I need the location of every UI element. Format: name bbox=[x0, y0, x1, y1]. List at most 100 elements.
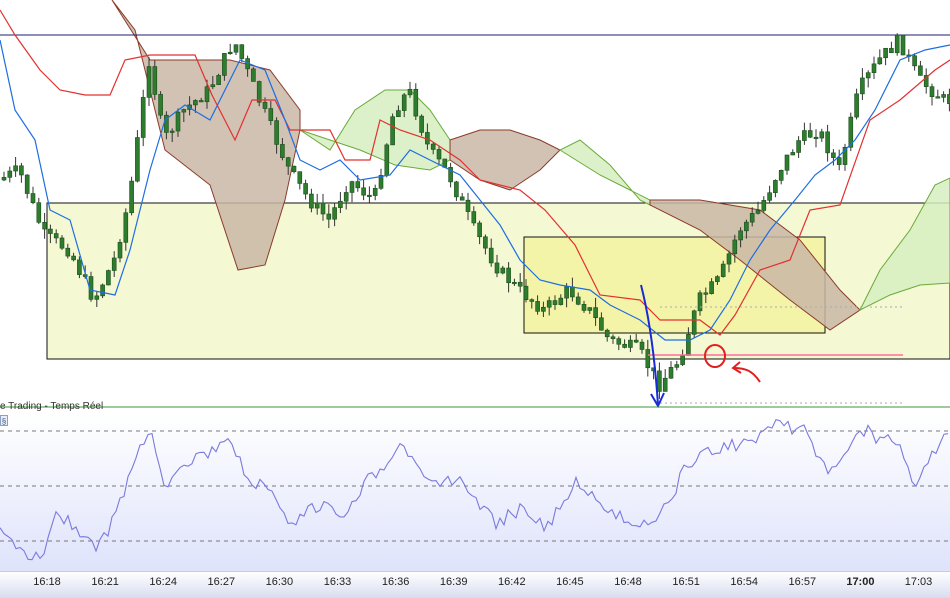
time-tick-label: 16:54 bbox=[730, 576, 758, 588]
candle-body bbox=[715, 276, 720, 282]
candle-body bbox=[326, 213, 332, 220]
candle-body bbox=[842, 146, 848, 165]
candle-body bbox=[71, 255, 76, 261]
candle-body bbox=[94, 295, 100, 300]
candle-body bbox=[726, 253, 732, 265]
candle-body bbox=[767, 192, 772, 201]
candle-body bbox=[848, 116, 854, 148]
candle-body bbox=[923, 75, 929, 87]
price-chart[interactable] bbox=[0, 0, 950, 410]
candle-body bbox=[761, 200, 767, 211]
candle-body bbox=[900, 34, 906, 56]
candle-body bbox=[819, 131, 825, 139]
candle-body bbox=[541, 306, 546, 312]
candle-body bbox=[198, 100, 204, 103]
candle-body bbox=[48, 228, 53, 234]
candle-body bbox=[285, 157, 291, 167]
time-tick-label: 17:03 bbox=[904, 576, 933, 588]
candle-body bbox=[720, 263, 726, 277]
time-tick-label: 16:27 bbox=[207, 576, 236, 588]
candle-body bbox=[732, 239, 738, 255]
oscillator-panel bbox=[0, 414, 950, 571]
candle-body bbox=[610, 336, 616, 339]
candle-body bbox=[894, 34, 900, 54]
blue-arrow-head bbox=[650, 392, 665, 409]
candle-body bbox=[291, 165, 297, 172]
candle-body bbox=[564, 286, 569, 299]
candle-body bbox=[796, 140, 801, 153]
candle-body bbox=[645, 349, 651, 369]
candle-body bbox=[77, 259, 82, 275]
candle-body bbox=[807, 130, 813, 138]
candle-body bbox=[587, 307, 593, 311]
candle-body bbox=[680, 355, 685, 365]
candle-body bbox=[100, 284, 105, 297]
candle-body bbox=[361, 187, 366, 196]
candle-body bbox=[512, 281, 517, 285]
candle-body bbox=[581, 303, 587, 311]
candle-body bbox=[691, 310, 697, 335]
candle-body bbox=[111, 257, 117, 271]
candle-body bbox=[135, 137, 140, 182]
candle-body bbox=[523, 285, 529, 300]
red-arrow bbox=[732, 367, 761, 383]
cloud-bear-2 bbox=[449, 129, 561, 191]
candle-body bbox=[268, 108, 274, 121]
candle-body bbox=[825, 131, 830, 154]
candle-body bbox=[929, 86, 935, 97]
candle-body bbox=[517, 281, 523, 287]
candle-body bbox=[674, 364, 680, 368]
candle-body bbox=[256, 81, 262, 103]
candle-body bbox=[622, 343, 627, 348]
candle-body bbox=[1, 177, 7, 181]
time-tick-label: 16:45 bbox=[556, 576, 584, 588]
candle-body bbox=[251, 68, 256, 82]
candle-body bbox=[558, 297, 564, 305]
candle-body bbox=[227, 51, 233, 55]
candle-body bbox=[703, 292, 709, 295]
candle-body bbox=[13, 165, 18, 172]
candle-body bbox=[454, 181, 459, 198]
time-tick-label: 16:21 bbox=[91, 576, 119, 588]
candle-body bbox=[506, 267, 511, 284]
candle-body bbox=[210, 84, 216, 88]
candle-body bbox=[871, 63, 877, 73]
candle-body bbox=[7, 170, 13, 178]
candle-body bbox=[546, 300, 552, 308]
time-tick-label: 16:57 bbox=[788, 576, 817, 588]
candle-body bbox=[343, 192, 349, 202]
cloud-bear-3 bbox=[649, 199, 861, 331]
candle-body bbox=[686, 334, 691, 356]
candle-body bbox=[668, 367, 674, 379]
candle-body bbox=[778, 169, 784, 181]
candle-body bbox=[494, 262, 500, 274]
candle-body bbox=[175, 111, 181, 132]
candle-body bbox=[169, 130, 175, 133]
candle-body bbox=[813, 136, 819, 140]
red-arrow-head bbox=[731, 361, 742, 374]
candle-body bbox=[662, 377, 668, 392]
candle-body bbox=[430, 143, 436, 150]
time-tick-label: 16:30 bbox=[265, 576, 294, 588]
candle-body bbox=[314, 202, 320, 209]
panel-settings-icon[interactable]: § bbox=[0, 415, 8, 426]
candle-body bbox=[349, 181, 355, 193]
time-tick-label: 16:48 bbox=[614, 576, 642, 588]
candle-body bbox=[935, 96, 941, 99]
candle-body bbox=[280, 144, 285, 158]
time-tick-label: 16:18 bbox=[33, 576, 61, 588]
candle-body bbox=[633, 339, 639, 343]
candle-body bbox=[419, 115, 424, 133]
candle-body bbox=[448, 167, 453, 183]
candle-body bbox=[378, 175, 384, 189]
red-circle bbox=[704, 344, 726, 368]
candle-body bbox=[53, 233, 59, 239]
candle-body bbox=[274, 120, 279, 145]
candle-body bbox=[529, 299, 535, 302]
oscillator-chart[interactable] bbox=[0, 414, 950, 571]
candle-body bbox=[123, 212, 129, 243]
candle-body bbox=[42, 222, 47, 230]
candle-body bbox=[59, 237, 65, 249]
candle-body bbox=[465, 199, 471, 212]
